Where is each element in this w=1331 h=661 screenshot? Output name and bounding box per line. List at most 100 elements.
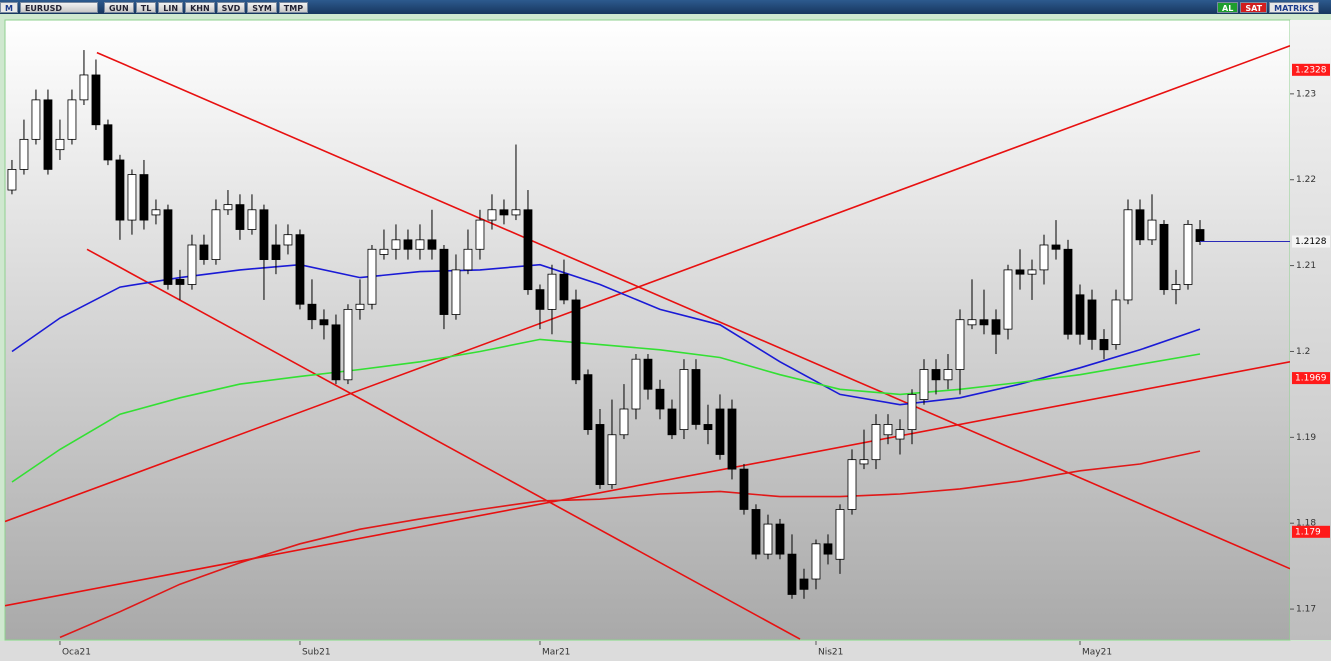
candle-body [199, 244, 209, 260]
toolbar-button[interactable]: SVD [216, 1, 246, 13]
candle-body [415, 239, 425, 250]
candle-body [163, 209, 173, 285]
candle-body [127, 174, 137, 221]
plot [5, 45, 1290, 640]
candle-body [907, 394, 917, 431]
symbol-box[interactable]: EURUSD [19, 1, 98, 13]
candle-body [811, 543, 821, 580]
candle-body [967, 319, 977, 326]
candle-body [667, 408, 677, 436]
price-marker-label: 1.179 [1295, 527, 1321, 537]
candle-body [883, 424, 893, 436]
candle-body [151, 209, 161, 216]
candle-body [763, 523, 773, 555]
candle-body [1195, 229, 1205, 242]
candle-body [715, 408, 725, 455]
candle-body [931, 369, 941, 381]
candle-body [463, 248, 473, 271]
candle-body [1063, 248, 1073, 335]
price-marker [1292, 525, 1330, 538]
candle-body [895, 429, 905, 440]
x-tick-label: Mar21 [542, 648, 570, 658]
moving-average [11, 263, 1201, 406]
candle-body [583, 374, 593, 431]
candle-body [67, 99, 77, 140]
x-axis-area [0, 641, 1331, 661]
candle-body [343, 308, 353, 381]
toolbar-button[interactable]: SYM [247, 1, 277, 13]
candle-body [559, 273, 569, 301]
trend-line [96, 51, 1290, 570]
candle-body [7, 169, 17, 191]
candle-body [1159, 223, 1169, 291]
candle-body [295, 234, 305, 305]
candle-body [379, 248, 389, 255]
candle-body [535, 289, 545, 310]
candle-body [259, 209, 269, 260]
toolbar-button[interactable]: GUN [103, 1, 134, 13]
candle-body [1111, 299, 1121, 345]
candle-body [547, 273, 557, 310]
candle-body [655, 388, 665, 410]
candle-body [787, 553, 797, 595]
candle-body [775, 523, 785, 555]
candle-body [103, 124, 113, 161]
y-tick-label: 1.2 [1296, 347, 1310, 357]
candle-body [319, 319, 329, 326]
candle-body [499, 209, 509, 216]
candle-body [427, 239, 437, 250]
candle-body [919, 369, 929, 400]
last-price-label: 1.2128 [1295, 237, 1327, 247]
candle-body [439, 248, 449, 315]
candle-body [943, 369, 953, 381]
y-tick-label: 1.21 [1296, 261, 1316, 271]
candle-body [523, 209, 533, 291]
toolbar-right: AL SAT MATRiKS [1217, 1, 1331, 13]
candle-body [235, 204, 245, 230]
chart: 1.17 1.18 1.19 1.2 1.21 1.22 1.23 Oca21 Sub21 Mar… [0, 14, 1331, 661]
candle-body [1015, 269, 1025, 275]
price-marker-label: 1.2328 [1295, 65, 1327, 75]
toolbar: M EURUSD GUN TL LIN KHN SVD SYM TMP AL S… [0, 0, 1331, 14]
candle-body [367, 248, 377, 305]
candle-body [1075, 294, 1085, 335]
candle-body [1147, 219, 1157, 241]
candle-body [391, 239, 401, 250]
trend-line [5, 361, 1290, 607]
candle-body [511, 209, 521, 216]
plot-area [4, 19, 1291, 641]
candle-body [79, 74, 89, 101]
candle-body [571, 299, 581, 381]
candle-body [751, 509, 761, 555]
price-marker [1292, 372, 1330, 385]
candle-body [115, 159, 125, 221]
trend-line [86, 248, 801, 640]
candle-body [175, 278, 185, 285]
candle-body [631, 358, 641, 410]
buy-button[interactable]: AL [1217, 1, 1239, 13]
candle-body [55, 138, 65, 151]
candle-body [727, 408, 737, 470]
candle-body [19, 138, 29, 170]
candle-body [307, 303, 317, 321]
candle-body [607, 434, 617, 485]
candle-body [487, 209, 497, 221]
candle-body [139, 174, 149, 221]
toolbar-button[interactable]: LIN [158, 1, 184, 13]
candle-body [1123, 209, 1133, 301]
x-tick-label: May21 [1082, 648, 1112, 658]
candle-body [355, 303, 365, 310]
sell-button[interactable]: SAT [1240, 1, 1268, 13]
toolbar-button[interactable]: TMP [278, 1, 309, 13]
toolbar-button[interactable]: KHN [185, 1, 215, 13]
y-axis-area [1290, 20, 1331, 640]
toolbar-button[interactable]: TL [135, 1, 157, 13]
y-tick-label: 1.23 [1296, 89, 1316, 99]
price-marker [1292, 63, 1330, 76]
candle-body [187, 244, 197, 285]
x-tick-label: Oca21 [62, 648, 91, 658]
candle-body [31, 99, 41, 140]
moving-average [59, 450, 1201, 639]
candle-body [247, 209, 257, 230]
candle-body [979, 319, 989, 326]
